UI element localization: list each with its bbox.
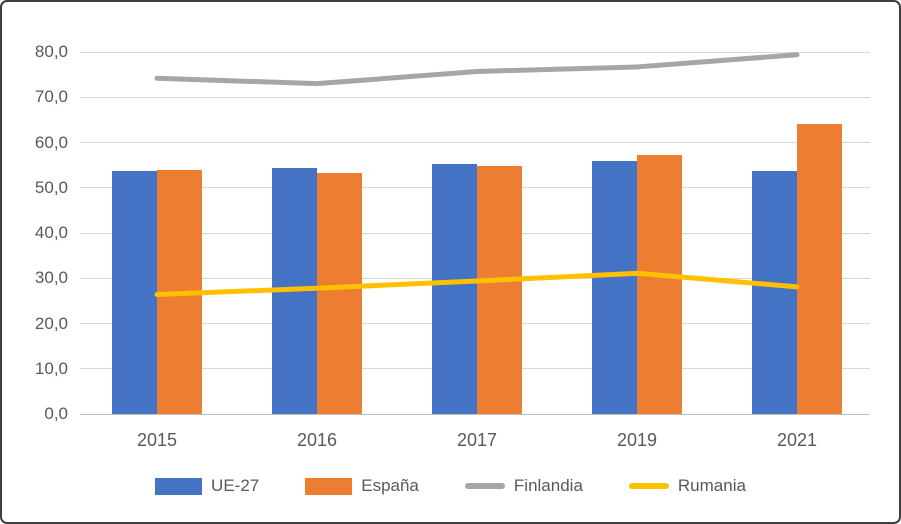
gridline — [80, 51, 870, 53]
y-tick-label: 10,0 — [34, 358, 68, 378]
bar-ue-27-2015 — [112, 171, 157, 414]
y-tick-label: 0,0 — [44, 404, 68, 423]
line-finlandia — [154, 52, 800, 87]
legend-label: Finlandia — [513, 476, 583, 495]
y-tick-label: 60,0 — [34, 132, 68, 152]
y-tick-label: 50,0 — [34, 177, 68, 197]
legend-item-rumania: Rumania — [628, 476, 746, 496]
bar-espa-a-2017 — [477, 166, 522, 414]
legend-item-ue-27: UE-27 — [155, 476, 259, 496]
y-tick-label: 80,0 — [34, 42, 68, 61]
x-tick-label-2019: 2019 — [616, 430, 658, 450]
gridline — [80, 142, 870, 143]
legend-swatch-finlandia — [464, 483, 505, 489]
gridline — [80, 96, 870, 98]
x-tick-label-2015: 2015 — [136, 430, 178, 450]
x-tick-label-2021: 2021 — [776, 430, 818, 450]
legend: UE-27 España Finlandia Rumania — [2, 476, 899, 496]
legend-label: Rumania — [677, 476, 746, 495]
bar-ue-27-2019 — [592, 160, 637, 414]
bar-espa-a-2021 — [797, 123, 842, 414]
y-tick-label: 20,0 — [34, 313, 68, 333]
legend-swatch-rumania — [628, 483, 669, 489]
bar-ue-27-2017 — [432, 163, 477, 414]
legend-swatch-ue-27 — [155, 477, 203, 495]
y-tick-label: 30,0 — [34, 268, 68, 288]
legend-label: España — [361, 476, 419, 495]
bar-ue-27-2021 — [752, 170, 797, 414]
x-tick-label-2016: 2016 — [296, 430, 338, 450]
x-axis-line — [80, 413, 870, 415]
legend-item-finlandia: Finlandia — [464, 476, 583, 496]
y-tick-label: 70,0 — [34, 87, 68, 107]
bar-espa-a-2015 — [157, 170, 202, 414]
bar-espa-a-2016 — [317, 172, 362, 414]
legend-swatch-espa-a — [305, 477, 353, 495]
legend-label: UE-27 — [211, 476, 260, 495]
y-tick-label: 40,0 — [34, 223, 68, 242]
x-tick-label-2017: 2017 — [456, 430, 498, 450]
bar-ue-27-2016 — [272, 168, 317, 414]
legend-item-espa-a: España — [305, 476, 419, 496]
bar-espa-a-2019 — [637, 154, 682, 414]
